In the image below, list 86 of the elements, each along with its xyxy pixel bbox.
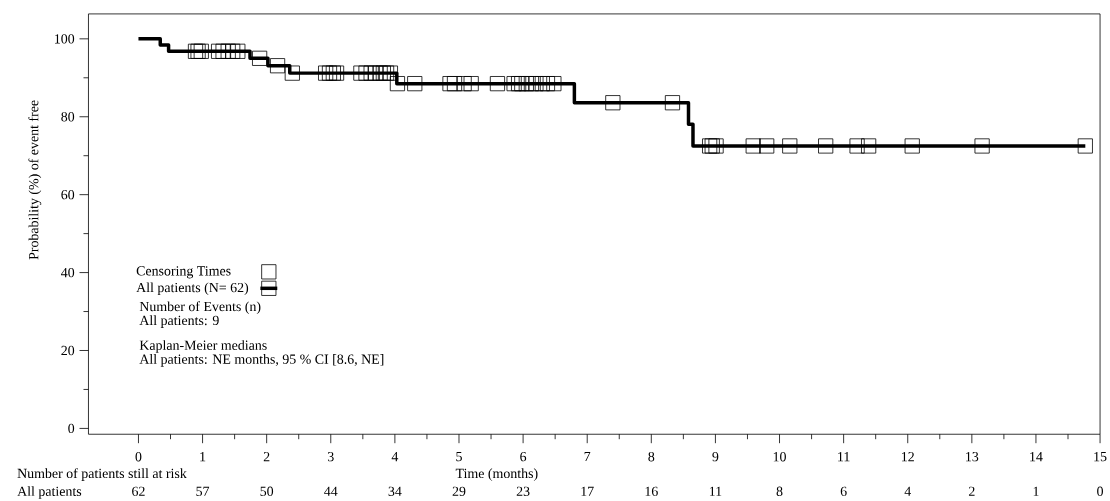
point <box>456 76 472 92</box>
text: 11 <box>709 486 722 496</box>
text: 17 <box>581 486 594 496</box>
point <box>407 76 423 92</box>
point <box>528 76 544 92</box>
point <box>252 50 268 66</box>
x-tick-label: 14 <box>1030 452 1043 462</box>
point <box>284 65 300 81</box>
x-tick-label: 6 <box>520 452 527 462</box>
annotation: All patients: 9 <box>139 315 219 328</box>
y-tick-label: 80 <box>61 112 75 122</box>
point <box>664 95 681 111</box>
x-tick-label: 11 <box>838 452 850 462</box>
x-tick-label: 13 <box>966 452 979 462</box>
point <box>230 43 246 59</box>
point <box>974 138 990 154</box>
point <box>861 138 877 154</box>
text: 50 <box>260 486 274 497</box>
point <box>782 138 798 154</box>
text: All patients <box>17 486 82 499</box>
legend-label: All patients (N= 62) <box>136 282 249 296</box>
text: 1 <box>1033 486 1039 496</box>
point <box>745 138 761 154</box>
x-tick-label: 15 <box>1094 452 1107 462</box>
point <box>546 76 562 92</box>
x-tick-label: 1 <box>200 452 206 462</box>
y-tick-label: 100 <box>55 34 75 44</box>
text: 23 <box>516 486 530 497</box>
text: 34 <box>388 486 402 497</box>
point <box>318 65 334 81</box>
text: 2 <box>968 486 975 496</box>
text: Number of patients still at risk <box>17 468 187 482</box>
y-tick-label: 0 <box>68 423 75 434</box>
point <box>489 76 506 92</box>
point <box>363 65 379 81</box>
x-tick-label: 4 <box>391 452 399 462</box>
point <box>605 95 621 111</box>
point <box>849 138 865 154</box>
point <box>818 138 834 154</box>
point <box>463 76 479 92</box>
point <box>353 65 369 81</box>
text: 44 <box>324 486 338 496</box>
point <box>321 65 338 81</box>
point <box>368 65 384 81</box>
text: 57 <box>196 486 210 497</box>
point <box>904 138 920 154</box>
point <box>539 76 556 92</box>
point <box>534 76 550 92</box>
x-tick-label: 3 <box>327 452 334 462</box>
x-tick-label: 12 <box>902 452 914 462</box>
x-tick-label: 10 <box>773 452 786 462</box>
y-tick-label: 20 <box>61 345 75 356</box>
point <box>328 65 345 81</box>
point <box>220 43 236 59</box>
point <box>518 76 534 92</box>
text: 6 <box>840 486 847 497</box>
legend-label: Censoring Times <box>136 266 231 279</box>
point <box>446 76 463 92</box>
point <box>389 76 405 92</box>
point <box>225 43 241 59</box>
x-axis-title: Time (months) <box>455 468 538 482</box>
x-tick-label: 0 <box>135 452 142 462</box>
x-tick-label: 5 <box>456 452 462 462</box>
text: 62 <box>132 486 145 497</box>
x-tick-label: 2 <box>263 452 270 462</box>
x-tick-label: 9 <box>712 452 719 462</box>
text: 4 <box>904 486 911 496</box>
point <box>325 65 341 81</box>
x-tick-label: 7 <box>584 452 591 462</box>
point <box>523 76 539 92</box>
annotation: Number of Events (n) <box>139 301 261 315</box>
text: 0 <box>1097 486 1104 497</box>
text: 29 <box>452 486 466 497</box>
point <box>506 76 522 92</box>
y-tick-label: 60 <box>61 190 75 200</box>
annotation: Kaplan-Meier medians <box>139 340 267 353</box>
annotation: All patients: NE months, 95 % CI [8.6, NE] <box>139 354 384 367</box>
point <box>708 138 724 154</box>
y-tick-label: 40 <box>61 267 75 278</box>
point <box>759 138 775 154</box>
text: 8 <box>776 486 783 497</box>
point <box>270 58 286 74</box>
y-axis-title: Probability (%) of event free <box>28 100 42 260</box>
x-tick-label: 8 <box>648 452 655 462</box>
text: 16 <box>645 486 658 497</box>
point <box>1077 138 1093 154</box>
